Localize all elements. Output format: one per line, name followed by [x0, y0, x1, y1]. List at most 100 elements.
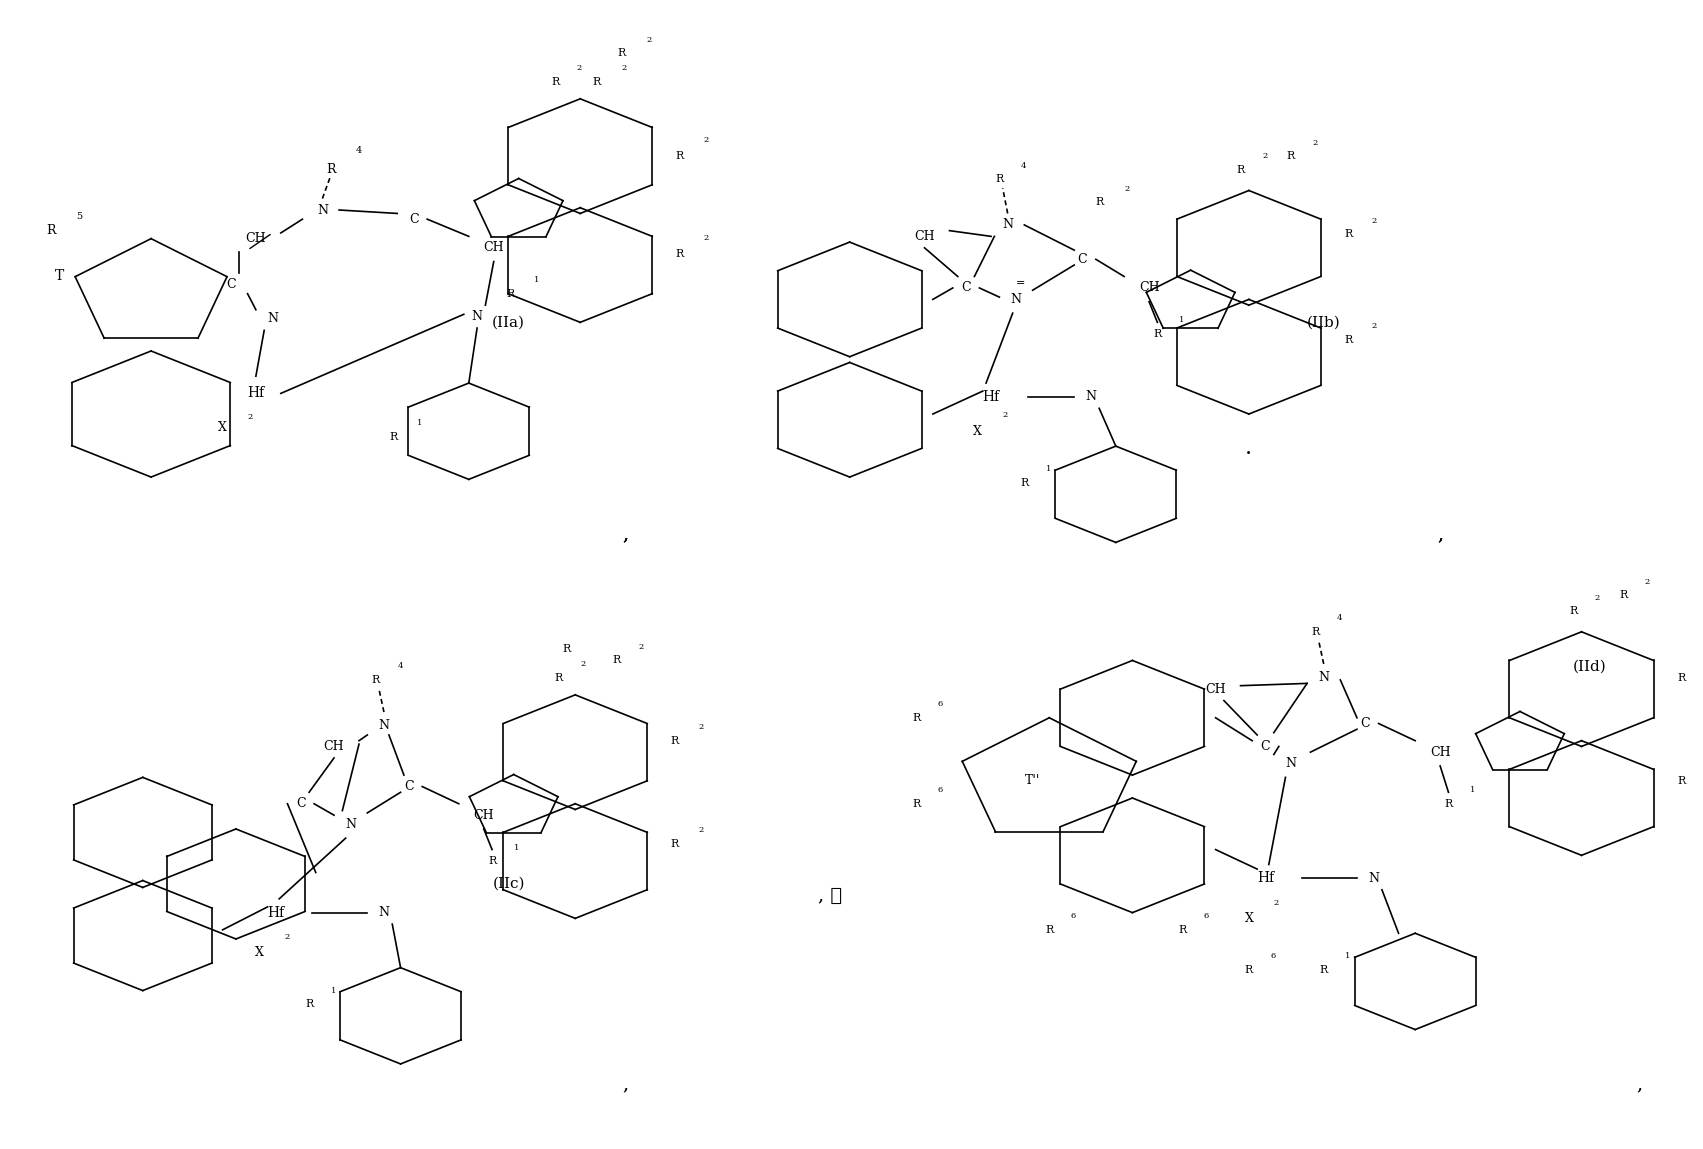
Text: R: R [1286, 152, 1294, 161]
Text: R: R [618, 48, 627, 57]
Text: C: C [1078, 253, 1087, 265]
Text: ,: , [622, 525, 628, 543]
Text: X: X [218, 422, 226, 434]
Text: ,: , [1637, 1075, 1643, 1094]
Text: 2: 2 [1274, 899, 1279, 907]
Text: 1: 1 [1345, 953, 1350, 961]
Text: R: R [46, 224, 56, 237]
Text: R: R [676, 152, 685, 161]
Text: R: R [552, 77, 559, 86]
Text: Hf: Hf [267, 905, 284, 919]
Text: N: N [346, 818, 356, 831]
Text: X: X [1245, 912, 1253, 925]
Text: R: R [506, 288, 514, 299]
Text: 2: 2 [639, 643, 644, 651]
Text: ,: , [1437, 525, 1442, 543]
Text: 2: 2 [1645, 578, 1650, 586]
Text: CH: CH [473, 809, 494, 822]
Text: R: R [995, 173, 1003, 184]
Text: R: R [1178, 925, 1187, 935]
Text: 5: 5 [77, 213, 82, 221]
Text: C: C [409, 213, 419, 225]
Text: 1: 1 [1046, 465, 1051, 473]
Text: R: R [325, 163, 335, 177]
Text: ,: , [622, 525, 628, 543]
Text: R: R [1245, 965, 1253, 976]
Text: R: R [593, 77, 601, 86]
Text: R: R [1345, 334, 1352, 345]
Text: 4: 4 [1337, 615, 1342, 623]
Text: 2: 2 [622, 64, 627, 72]
Text: N: N [317, 203, 329, 216]
Text: 2: 2 [698, 826, 703, 834]
Text: 2: 2 [1262, 153, 1267, 161]
Text: CH: CH [245, 232, 266, 245]
Text: 1: 1 [514, 843, 519, 851]
Text: N: N [1368, 872, 1379, 885]
Text: 6: 6 [1204, 912, 1209, 920]
Text: 2: 2 [577, 64, 582, 72]
Text: N: N [267, 313, 278, 325]
Text: (IIa): (IIa) [492, 315, 525, 330]
Text: N: N [1286, 757, 1296, 770]
Text: C: C [296, 797, 305, 810]
Text: 2: 2 [1373, 217, 1378, 224]
Text: ,: , [1437, 525, 1442, 543]
Text: X: X [255, 947, 264, 959]
Text: 1: 1 [1178, 316, 1184, 324]
Text: (IIb): (IIb) [1306, 315, 1340, 330]
Text: N: N [1001, 218, 1013, 231]
Text: R: R [555, 672, 562, 683]
Text: R: R [913, 799, 920, 809]
Text: R: R [671, 839, 679, 849]
Text: C: C [1361, 717, 1371, 730]
Text: (IId): (IId) [1574, 660, 1606, 673]
Text: N: N [472, 310, 482, 323]
Text: R: R [1620, 591, 1628, 600]
Text: Hf: Hf [1257, 871, 1274, 885]
Text: R: R [613, 655, 622, 665]
Text: R: R [1444, 799, 1453, 809]
Text: R: R [1320, 965, 1328, 976]
Text: 2: 2 [1594, 594, 1601, 602]
Text: 1: 1 [533, 276, 540, 284]
Text: CH: CH [324, 740, 344, 753]
Text: 1: 1 [417, 419, 422, 427]
Text: 6: 6 [1270, 953, 1276, 961]
Text: R: R [1153, 329, 1161, 339]
Text: 2: 2 [1311, 139, 1318, 147]
Text: N: N [1085, 391, 1097, 403]
Text: CH: CH [1139, 282, 1160, 294]
Text: T'': T'' [1025, 774, 1041, 787]
Text: R: R [1095, 196, 1104, 207]
Text: R: R [1311, 627, 1320, 637]
Text: 2: 2 [284, 933, 290, 941]
Text: C: C [960, 282, 971, 294]
Text: T: T [54, 270, 65, 284]
Text: 4: 4 [356, 146, 363, 155]
Text: R: R [913, 712, 920, 723]
Text: R: R [1677, 672, 1686, 683]
Text: 2: 2 [698, 723, 703, 731]
Text: R: R [671, 735, 679, 746]
Text: R: R [562, 643, 571, 654]
Text: 2: 2 [647, 36, 652, 44]
Text: Hf: Hf [247, 386, 264, 400]
Text: R: R [390, 432, 399, 442]
Text: =: = [1017, 278, 1025, 287]
Text: 6: 6 [938, 701, 943, 708]
Text: C: C [1260, 740, 1270, 753]
Text: C: C [404, 780, 414, 793]
Text: 2: 2 [1373, 322, 1378, 330]
Text: N: N [1010, 293, 1022, 306]
Text: CH: CH [915, 230, 935, 242]
Text: N: N [378, 907, 390, 919]
Text: R: R [1677, 776, 1686, 786]
Text: 6: 6 [1071, 912, 1076, 920]
Text: CH: CH [484, 241, 504, 254]
Text: R: R [1236, 165, 1245, 175]
Text: 2: 2 [581, 661, 586, 669]
Text: 2: 2 [703, 137, 708, 145]
Text: C: C [226, 278, 235, 291]
Text: 4: 4 [1022, 162, 1027, 170]
